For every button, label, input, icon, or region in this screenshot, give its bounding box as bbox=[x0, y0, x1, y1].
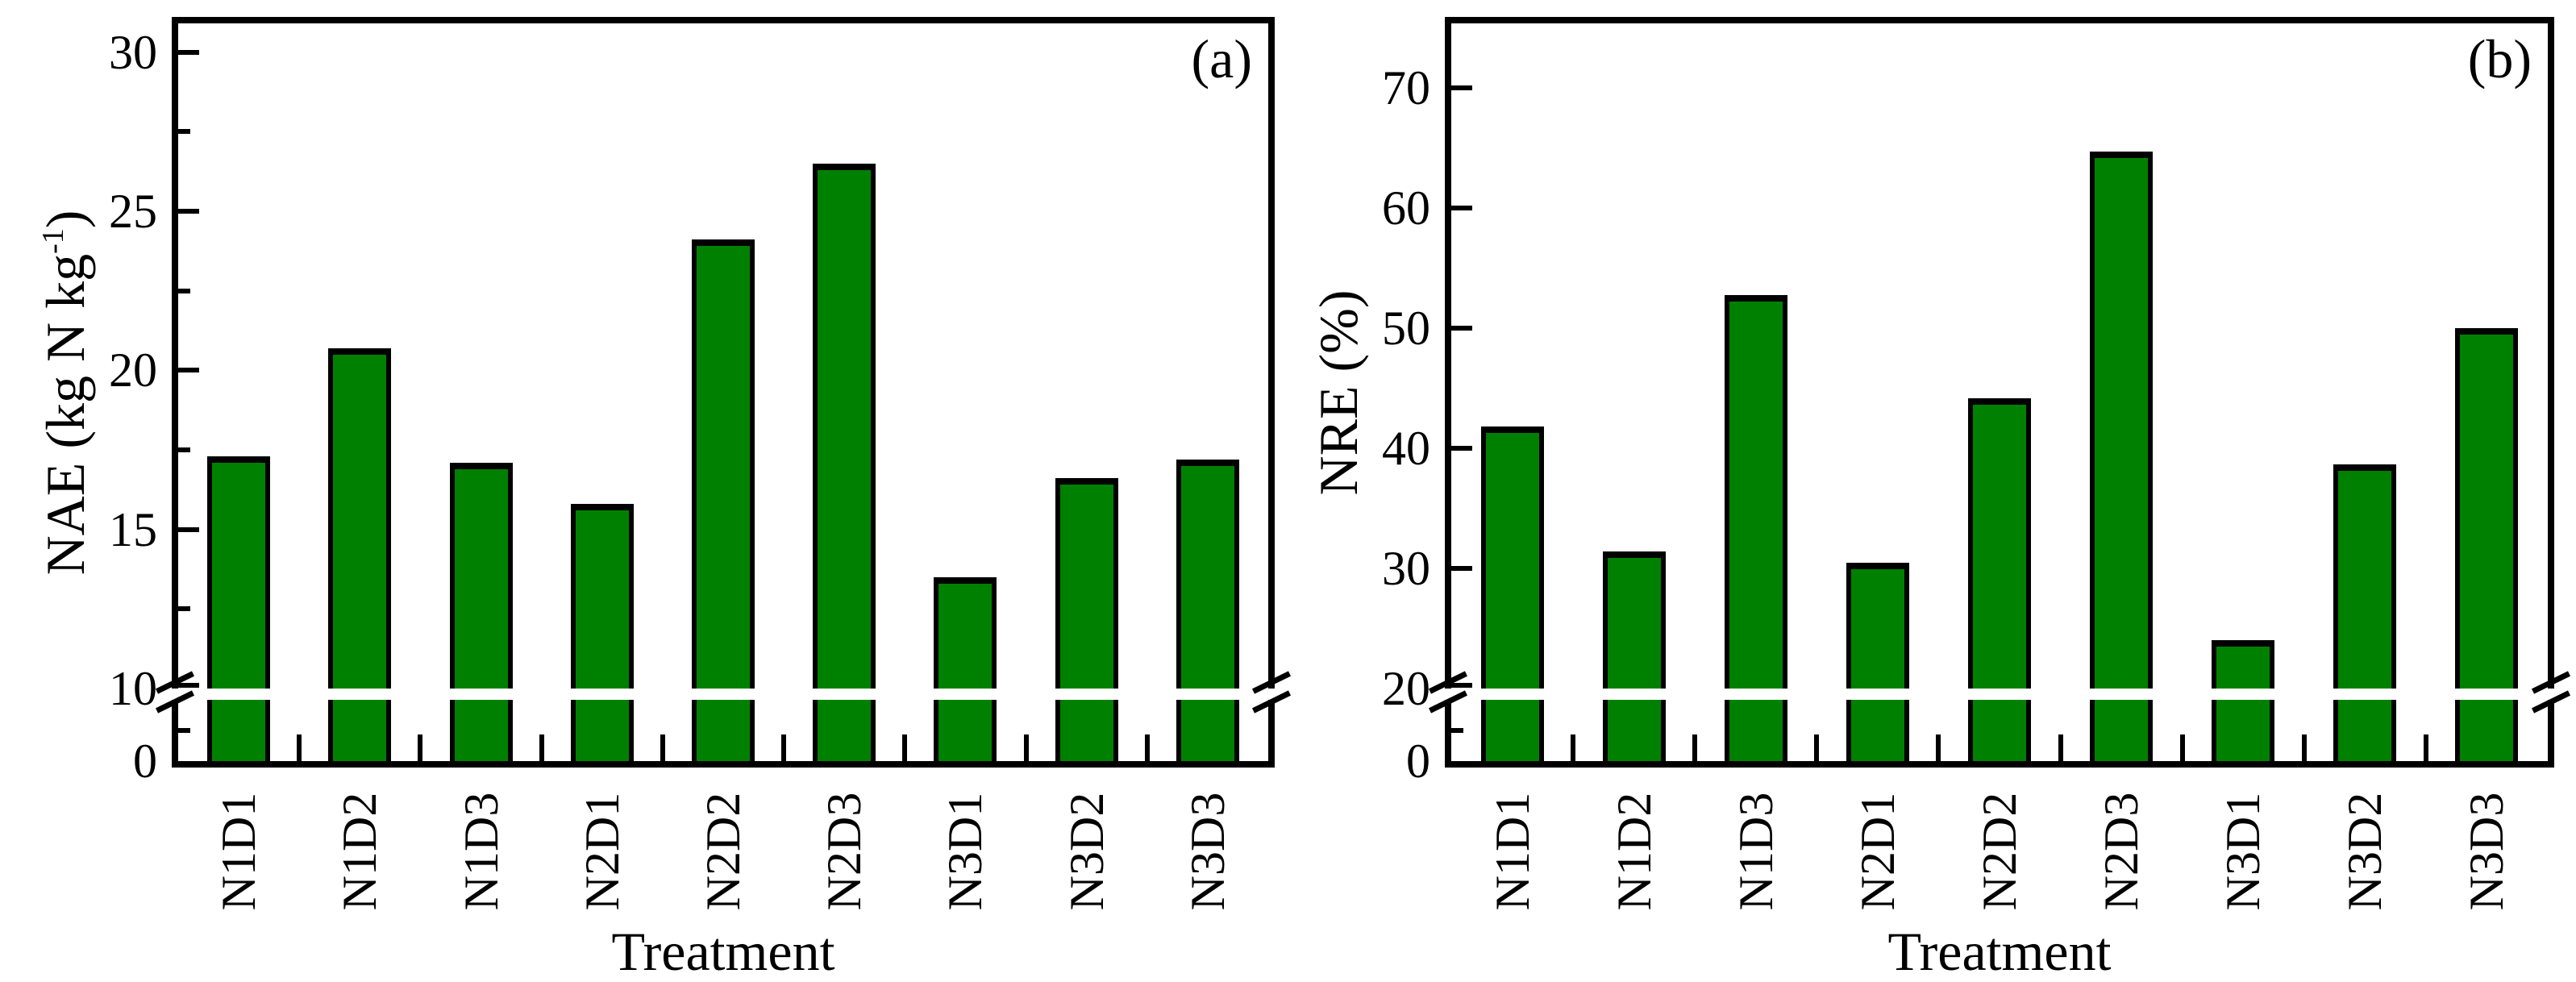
x-category-label: N3D3 bbox=[1180, 792, 1234, 911]
x-axis-tick bbox=[781, 734, 787, 761]
y-axis-title-superscript: -1 bbox=[36, 227, 71, 254]
bar-N2D1 bbox=[1846, 562, 1909, 761]
x-category-label: N1D3 bbox=[1729, 792, 1783, 911]
y-axis-major-tick bbox=[1451, 85, 1472, 91]
x-category-label: N3D3 bbox=[2460, 792, 2514, 911]
x-axis-tick bbox=[2423, 734, 2428, 761]
x-category-label: N3D1 bbox=[2216, 792, 2270, 911]
y-axis-major-tick bbox=[178, 526, 199, 532]
x-axis-tick bbox=[539, 734, 544, 761]
x-axis-tick bbox=[660, 734, 665, 761]
x-category-label: N2D2 bbox=[697, 792, 750, 911]
x-category-label: N3D2 bbox=[2338, 792, 2392, 911]
x-axis-title: Treatment bbox=[611, 921, 835, 982]
y-tick-label: 15 bbox=[109, 502, 157, 556]
bar-N1D1 bbox=[207, 456, 271, 761]
plot-area-a: 30 25 20 15 10 0 (a) N1D1 N1D2 N1D3 N2D1 N2D2 N2D3 N3… bbox=[35, 17, 1292, 980]
y-tick-label: 50 bbox=[1382, 302, 1430, 356]
y-zero-label: 0 bbox=[133, 734, 157, 788]
panel-label-b: (b) bbox=[2467, 28, 2532, 89]
bar-N2D1 bbox=[570, 504, 634, 761]
y-tick-label: 25 bbox=[109, 184, 157, 238]
x-axis-tick bbox=[1144, 734, 1150, 761]
x-axis-tick bbox=[297, 734, 302, 761]
y-axis-major-tick bbox=[178, 208, 199, 214]
x-axis-tick bbox=[1023, 734, 1029, 761]
y-axis-minor-tick bbox=[178, 129, 190, 135]
bar-N1D1 bbox=[1480, 427, 1544, 761]
x-axis-tick bbox=[2058, 734, 2063, 761]
axis-break-band bbox=[169, 689, 1278, 700]
x-axis-tick bbox=[418, 734, 423, 761]
y-axis-title: NAE (kg N kg-1) bbox=[35, 46, 96, 739]
x-category-label: N3D2 bbox=[1059, 792, 1113, 911]
y-axis-title-suffix: ) bbox=[35, 210, 96, 228]
x-axis-tick bbox=[1936, 734, 1941, 761]
y-axis-title-text: NRE (%) bbox=[1308, 289, 1369, 495]
y-tick-label: 20 bbox=[1382, 662, 1430, 715]
y-tick-label: 60 bbox=[1382, 181, 1430, 235]
bar-N3D3 bbox=[1176, 459, 1239, 761]
x-category-label: N2D2 bbox=[1973, 792, 2026, 911]
x-axis-tick bbox=[1814, 734, 1820, 761]
x-category-label: N2D3 bbox=[818, 792, 872, 911]
bar-N1D2 bbox=[1602, 551, 1666, 761]
x-category-label: N1D3 bbox=[454, 792, 508, 911]
y-axis-major-tick bbox=[178, 49, 199, 55]
y-axis-major-tick bbox=[1451, 326, 1472, 331]
bar-N2D2 bbox=[1968, 397, 2031, 761]
bar-N1D3 bbox=[449, 462, 513, 761]
y-axis-major-tick bbox=[1451, 206, 1472, 211]
bar-N3D2 bbox=[2333, 464, 2397, 761]
y-axis-minor-tick bbox=[178, 288, 190, 293]
y-axis-minor-tick bbox=[1451, 728, 1463, 733]
y-axis-major-tick bbox=[178, 368, 199, 373]
x-category-label: N2D1 bbox=[1850, 792, 1904, 911]
y-axis-major-tick bbox=[1451, 683, 1472, 688]
x-category-label: N1D2 bbox=[333, 792, 387, 911]
plot-area-b: 70 60 50 40 30 20 0 (b) N1D1 N1D2 N1D3 N2D1 N2D2 N2D3… bbox=[1308, 17, 2571, 980]
panel-label-a: (a) bbox=[1191, 28, 1252, 89]
bar-N2D2 bbox=[692, 239, 755, 761]
y-axis-minor-tick bbox=[178, 606, 190, 612]
y-zero-label: 0 bbox=[1406, 734, 1430, 788]
x-category-label: N1D2 bbox=[1607, 792, 1661, 911]
x-category-label: N1D1 bbox=[1485, 792, 1539, 911]
y-axis-major-tick bbox=[1451, 566, 1472, 572]
y-axis-title: NRE (%) bbox=[1308, 46, 1369, 739]
x-axis-title: Treatment bbox=[1887, 921, 2112, 982]
y-tick-label: 30 bbox=[1382, 542, 1430, 596]
y-tick-label: 30 bbox=[109, 25, 157, 79]
y-tick-label: 10 bbox=[109, 662, 157, 715]
y-tick-label: 40 bbox=[1382, 422, 1430, 476]
x-category-label: N2D3 bbox=[2095, 792, 2149, 911]
y-axis-title-text: NAE (kg N kg bbox=[35, 253, 96, 575]
bar-N3D1 bbox=[2212, 640, 2275, 761]
y-axis-major-tick bbox=[1451, 446, 1472, 451]
bar-N3D1 bbox=[934, 576, 997, 761]
y-axis-minor-tick bbox=[178, 728, 190, 733]
x-axis-tick bbox=[1692, 734, 1698, 761]
bar-N3D2 bbox=[1055, 478, 1118, 761]
axis-break-band bbox=[1442, 689, 2557, 700]
x-axis-tick bbox=[2179, 734, 2185, 761]
y-tick-label: 70 bbox=[1382, 61, 1430, 115]
y-axis-minor-tick bbox=[178, 447, 190, 452]
bar-N2D3 bbox=[813, 163, 876, 761]
x-category-label: N1D1 bbox=[212, 792, 266, 911]
y-axis-major-tick bbox=[178, 683, 199, 688]
bar-N2D3 bbox=[2090, 152, 2154, 761]
bar-N1D3 bbox=[1724, 294, 1787, 761]
y-tick-label: 20 bbox=[109, 343, 157, 397]
x-category-label: N3D1 bbox=[938, 792, 993, 911]
x-category-label: N2D1 bbox=[575, 792, 629, 911]
x-axis-tick bbox=[1571, 734, 1576, 761]
x-axis-tick bbox=[902, 734, 908, 761]
x-axis-tick bbox=[2301, 734, 2307, 761]
